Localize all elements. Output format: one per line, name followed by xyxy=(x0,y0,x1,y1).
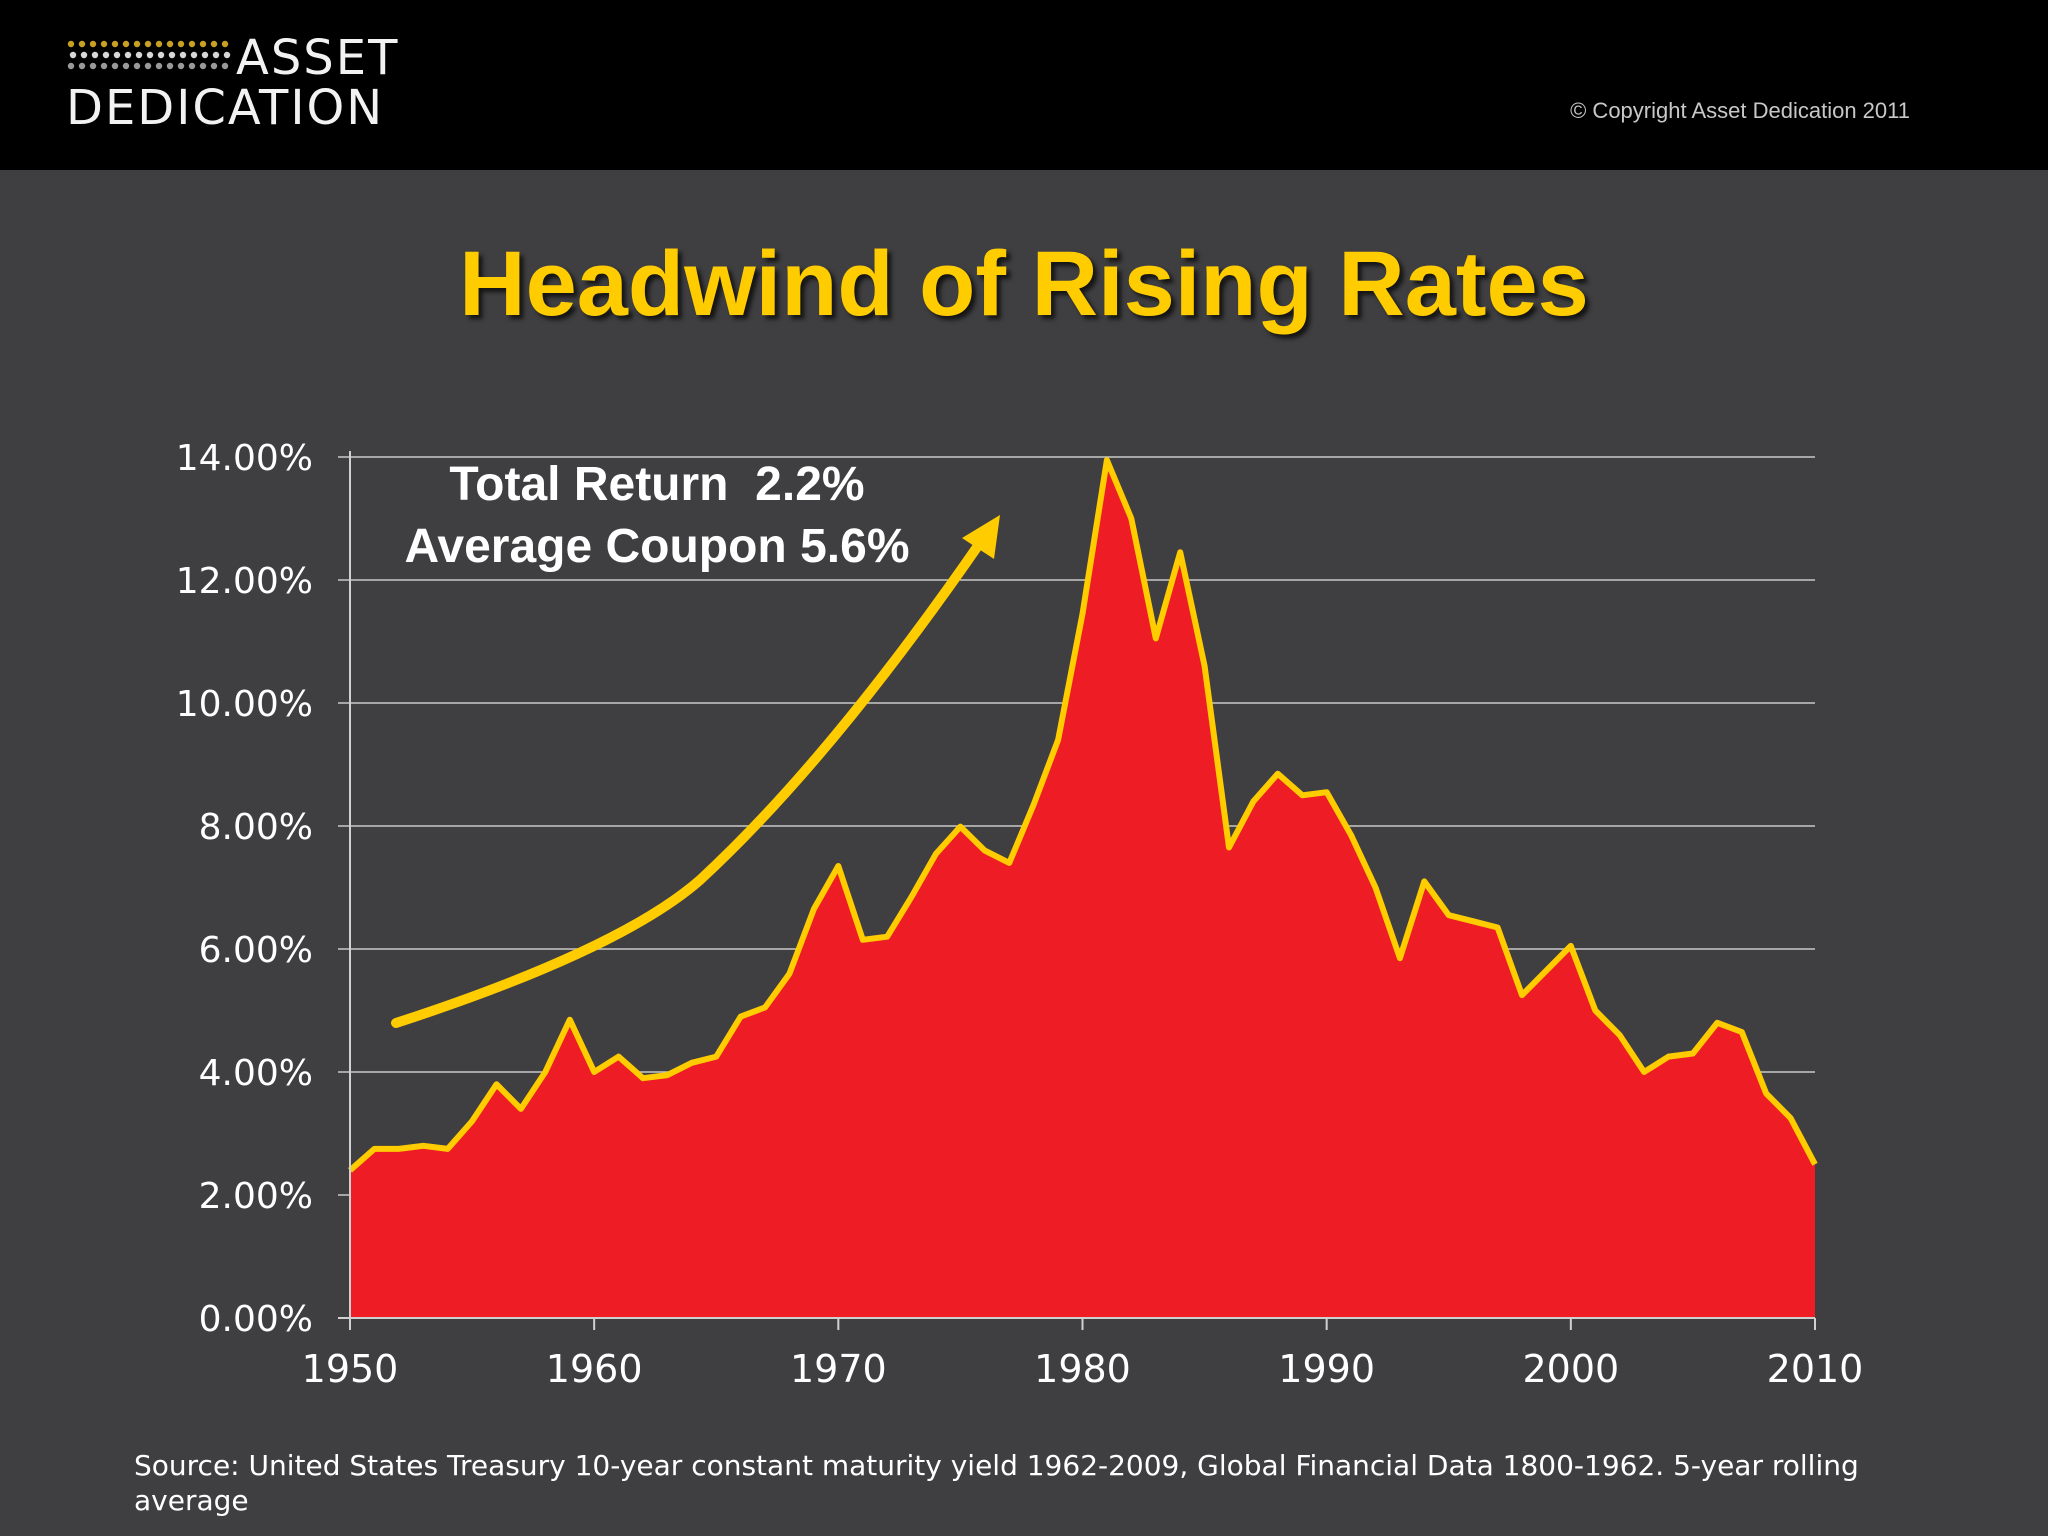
yield-line xyxy=(348,457,1818,1173)
annotation-average-coupon: Average Coupon 5.6% xyxy=(404,520,909,573)
yield-area xyxy=(350,460,1815,1319)
logo-dot xyxy=(100,62,108,70)
logo-dots-icon xyxy=(67,40,231,70)
logo-dot xyxy=(144,40,152,48)
logo-dot xyxy=(179,51,187,59)
yield-area-chart: 0.00% 2.00% 4.00% 6.00% 8.00% 10.00% 12.00% 14.… xyxy=(176,438,1864,1391)
x-tick-label: 1990 xyxy=(1278,1347,1375,1391)
logo-text-asset: ASSET xyxy=(236,30,400,86)
logo-dot xyxy=(133,40,141,48)
logo-dot xyxy=(146,51,154,59)
x-tick-label: 2010 xyxy=(1767,1347,1864,1391)
logo-dot xyxy=(168,51,176,59)
y-tick-label: 6.00% xyxy=(199,930,313,971)
logo-dot xyxy=(89,40,97,48)
header-bar: ASSET DEDICATION © Copyright Asset Dedic… xyxy=(0,0,2048,170)
logo-dot xyxy=(155,62,163,70)
y-tick-label: 8.00% xyxy=(199,807,313,848)
logo-dot xyxy=(144,62,152,70)
y-tick-label: 12.00% xyxy=(176,561,313,602)
logo-dot xyxy=(166,40,174,48)
logo-dot xyxy=(80,51,88,59)
logo-dot xyxy=(135,51,143,59)
logo-dot xyxy=(190,51,198,59)
logo-dot xyxy=(113,51,121,59)
logo-dot xyxy=(212,51,220,59)
logo-dot xyxy=(78,62,86,70)
slide-title: Headwind of Rising Rates xyxy=(459,233,1589,335)
logo-dot xyxy=(221,62,229,70)
logo-dot xyxy=(91,51,99,59)
rising-arrow-head-icon xyxy=(962,515,1000,559)
copyright-notice: © Copyright Asset Dedication 2011 xyxy=(1570,98,1910,123)
logo-dot xyxy=(177,62,185,70)
logo-dot xyxy=(67,62,75,70)
logo-dot xyxy=(102,51,110,59)
logo-dot xyxy=(157,51,165,59)
logo-dot xyxy=(188,40,196,48)
logo-dot xyxy=(223,51,231,59)
y-tick-label: 2.00% xyxy=(199,1176,313,1217)
logo-dot xyxy=(111,40,119,48)
logo-dot xyxy=(124,51,132,59)
logo-dot xyxy=(201,51,209,59)
logo-dot xyxy=(177,40,185,48)
x-tick-label: 1960 xyxy=(546,1347,643,1391)
x-tick-label: 1950 xyxy=(302,1347,399,1391)
logo-dot xyxy=(210,40,218,48)
logo-dot xyxy=(199,62,207,70)
y-tick-label: 0.00% xyxy=(199,1299,313,1340)
logo-dot xyxy=(188,62,196,70)
logo-dot xyxy=(210,62,218,70)
logo-dot xyxy=(199,40,207,48)
source-note: Source: United States Treasury 10-year c… xyxy=(134,1449,1859,1517)
logo-dot xyxy=(122,62,130,70)
annotation-total-return: Total Return 2.2% xyxy=(449,458,864,511)
x-tick-label: 1970 xyxy=(790,1347,887,1391)
x-tick-label: 1980 xyxy=(1034,1347,1131,1391)
logo-dot xyxy=(111,62,119,70)
logo-dot xyxy=(221,40,229,48)
y-tick-label: 10.00% xyxy=(176,684,313,725)
rising-arrow-shaft xyxy=(391,535,987,1028)
logo-dot xyxy=(155,40,163,48)
y-tick-label: 14.00% xyxy=(176,438,313,479)
logo-dot xyxy=(89,62,97,70)
logo-text-dedication: DEDICATION xyxy=(66,80,385,136)
y-tick-label: 4.00% xyxy=(199,1053,313,1094)
logo-dot xyxy=(78,40,86,48)
logo-dot xyxy=(69,51,77,59)
logo-dot xyxy=(67,40,75,48)
x-tick-label: 2000 xyxy=(1522,1347,1619,1391)
logo-dot xyxy=(100,40,108,48)
logo-dot xyxy=(133,62,141,70)
logo-dot xyxy=(166,62,174,70)
logo-dot xyxy=(122,40,130,48)
